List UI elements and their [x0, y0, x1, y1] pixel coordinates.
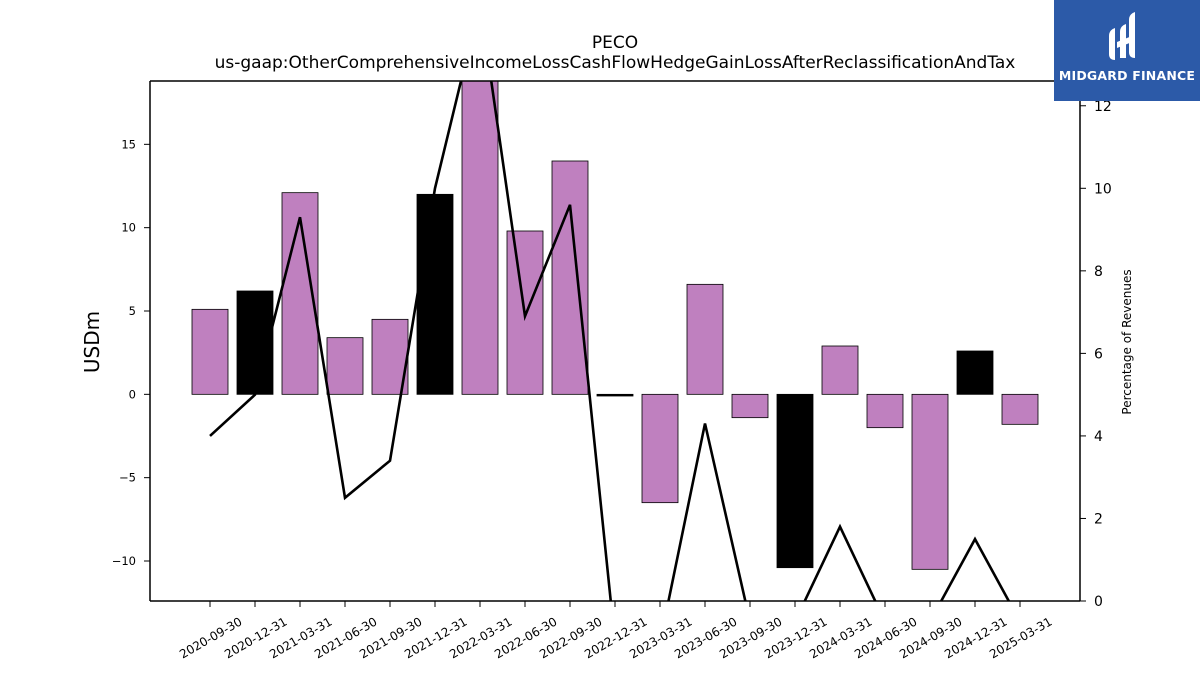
bar-2024-03-31	[821, 345, 859, 395]
y-axis-label: USDm	[80, 311, 104, 373]
y2-axis-label: Percentage of Revenues	[1120, 269, 1134, 414]
midgard-finance-logo: MIDGARD FINANCE	[1054, 0, 1200, 101]
chart-title: PECO	[592, 33, 638, 53]
bar-2020-09-30	[191, 308, 229, 395]
y2-tick-label: 8	[1094, 264, 1103, 280]
bar-2024-12-31	[956, 350, 994, 395]
percentage-line-series	[209, 81, 1011, 601]
bar-series	[191, 81, 1039, 570]
bar-2023-12-31	[776, 393, 814, 569]
percentage-line	[209, 81, 1011, 601]
bar-2021-06-30	[326, 337, 364, 395]
bar-2023-09-30	[731, 393, 769, 419]
y-tick-label: 10	[121, 221, 136, 235]
y-tick-label: 5	[129, 304, 136, 318]
bar-2022-09-30	[551, 160, 589, 395]
chart-subtitle: us-gaap:OtherComprehensiveIncomeLossCash…	[215, 53, 1016, 73]
y2-tick-label: 10	[1094, 181, 1112, 197]
y2-tick-label: 0	[1094, 594, 1103, 610]
bar-2022-12-31	[596, 393, 634, 397]
bar-2024-09-30	[911, 393, 949, 570]
bar-2021-12-31	[416, 193, 454, 395]
bar-2023-06-30	[686, 283, 724, 395]
bar-2024-06-30	[866, 393, 904, 429]
y-tick-label: −10	[112, 554, 136, 568]
y-tick-label: 15	[121, 137, 136, 151]
y2-tick-label: 2	[1094, 511, 1103, 527]
y2-tick-label: 6	[1094, 346, 1103, 362]
y2-tick-label: 4	[1094, 429, 1103, 445]
bar-2025-03-31	[1001, 393, 1039, 425]
midgard-bars-logo-icon	[1109, 12, 1135, 60]
y-tick-label: 0	[129, 387, 136, 401]
bar-2022-03-31	[461, 81, 499, 395]
y2-tick-label: 12	[1094, 99, 1112, 115]
logo-text: MIDGARD FINANCE	[1058, 68, 1196, 83]
y-tick-label: −5	[119, 471, 136, 485]
bar-2023-03-31	[641, 393, 679, 504]
